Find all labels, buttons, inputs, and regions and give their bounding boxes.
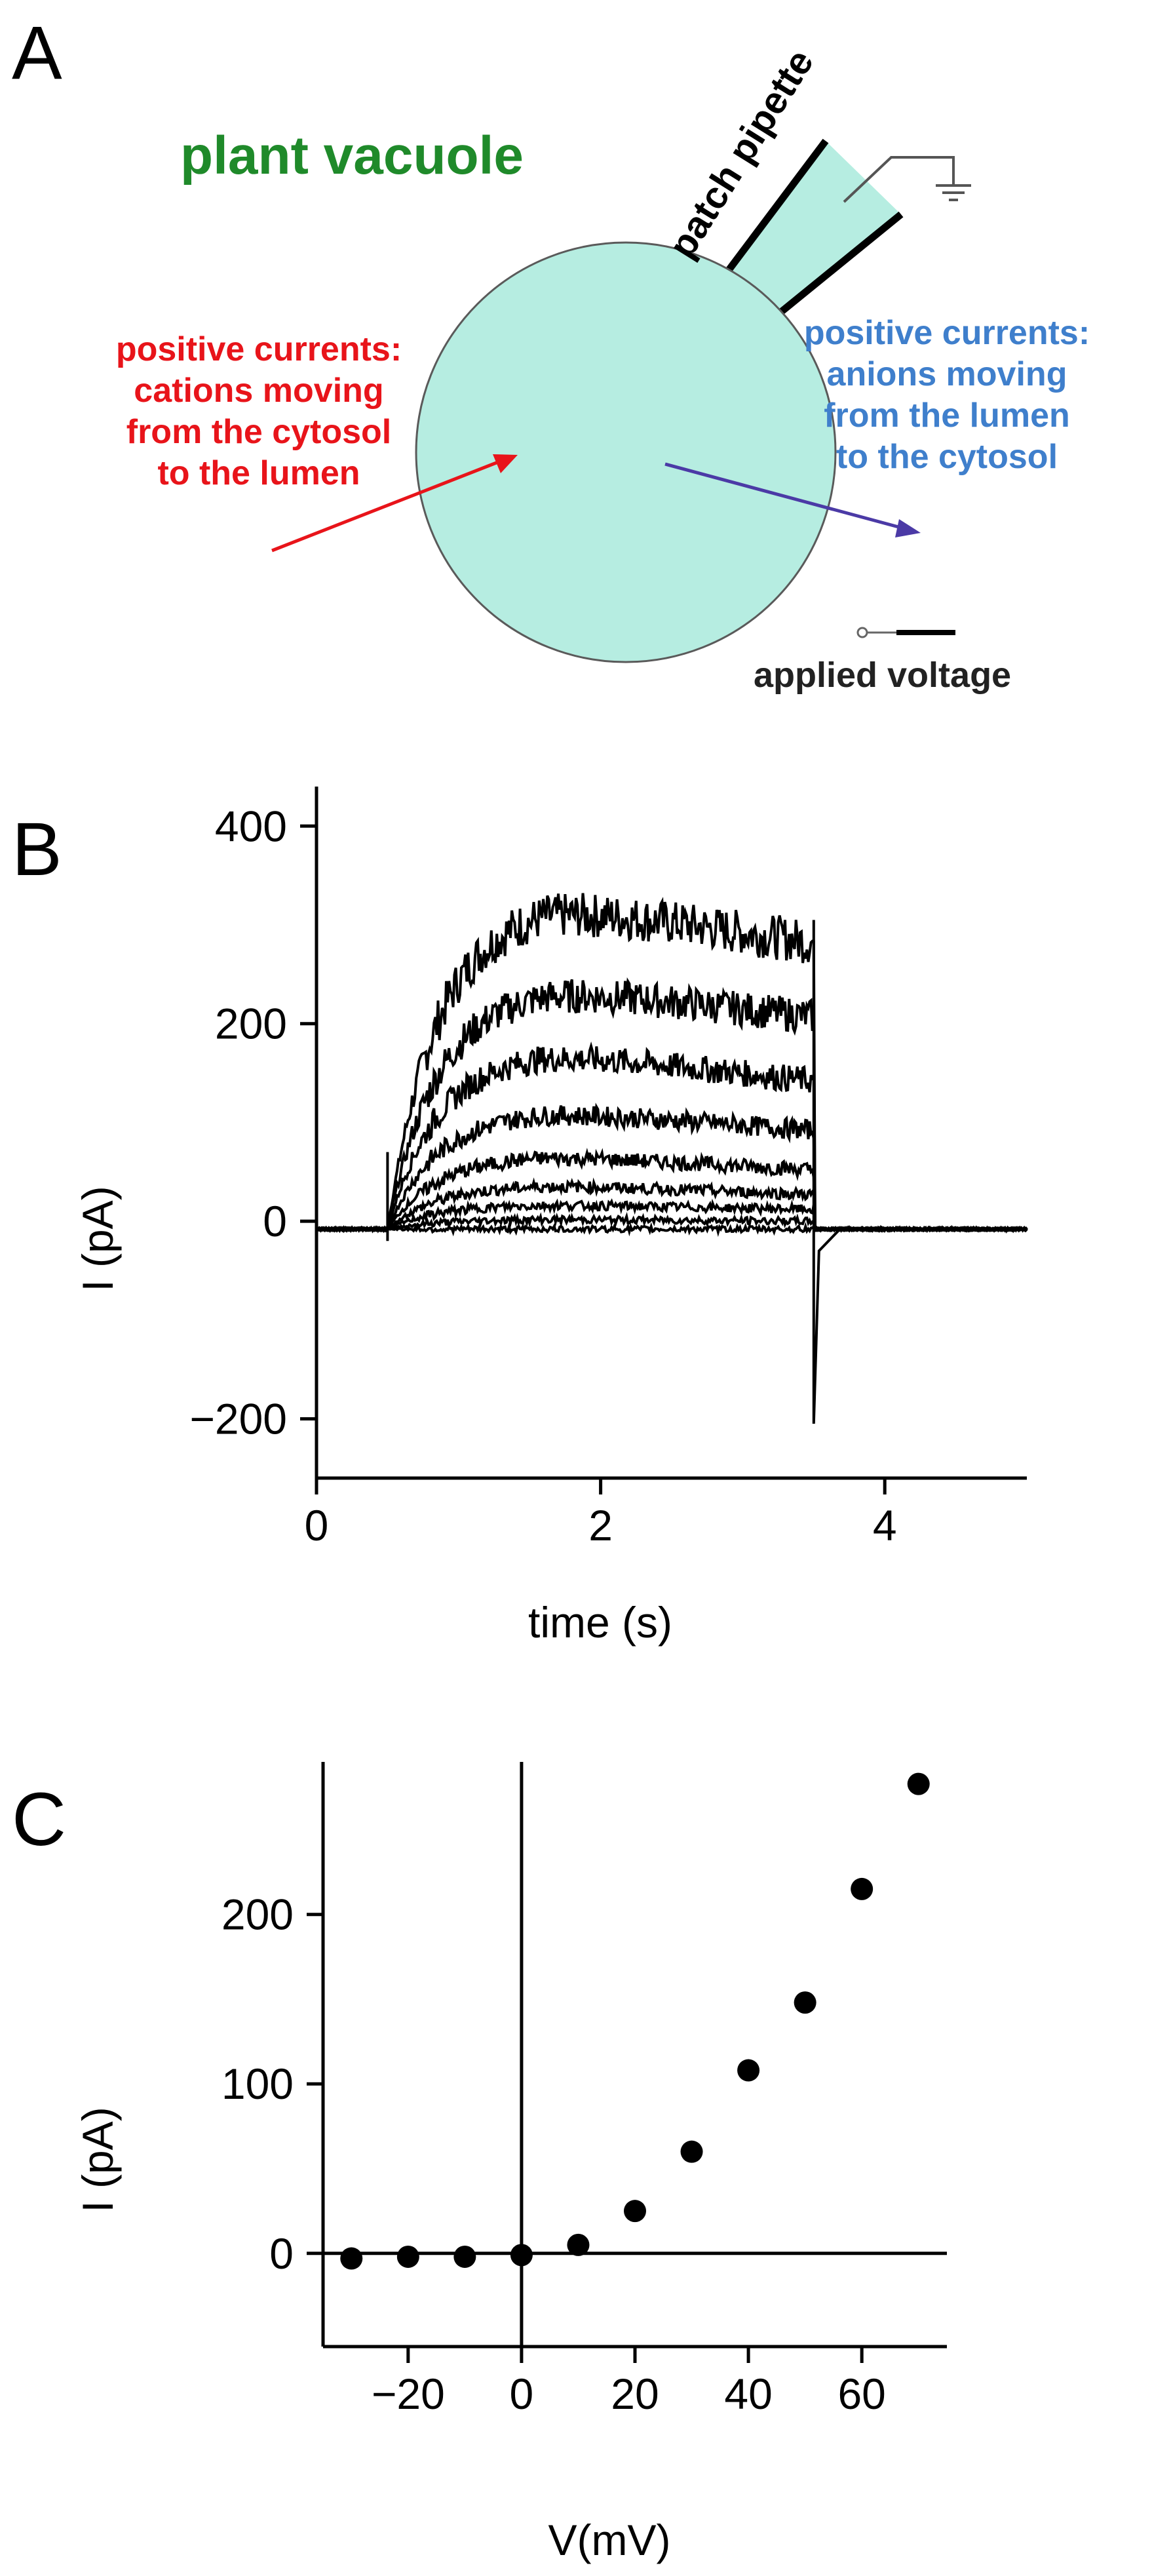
left-text-line-1: positive currents: bbox=[116, 330, 402, 368]
vacuole-circle bbox=[415, 241, 837, 663]
right-text-line-2: anions moving bbox=[827, 355, 1067, 393]
x-tick-label: 2 bbox=[588, 1501, 613, 1550]
x-tick-label: 4 bbox=[873, 1501, 897, 1550]
x-tick-label: 60 bbox=[837, 2370, 885, 2418]
panel-b: B −200 0 200 400 0 2 4 I (pA) time (s) bbox=[12, 787, 1028, 1647]
x-tick-label: 40 bbox=[724, 2370, 772, 2418]
panel-c-xlabel: V(mV) bbox=[548, 2516, 671, 2564]
offset-transient bbox=[812, 920, 841, 1424]
panel-c: C 0 100 200 −20 0 20 40 60 I (pA) V(mV) bbox=[12, 1762, 947, 2564]
panel-c-ylabel: I (pA) bbox=[73, 2107, 122, 2212]
x-tick-label: 0 bbox=[510, 2370, 534, 2418]
red-arrow bbox=[271, 454, 518, 553]
voltage-label: applied voltage bbox=[754, 655, 1011, 695]
data-point bbox=[567, 2233, 590, 2256]
left-text-line-4: to the lumen bbox=[157, 454, 360, 492]
left-text-line-2: cations moving bbox=[134, 372, 383, 410]
y-tick-label: 100 bbox=[221, 2059, 294, 2108]
panel-b-xlabel: time (s) bbox=[528, 1598, 672, 1647]
left-text-line-3: from the cytosol bbox=[126, 413, 392, 451]
chart-b: −200 0 200 400 0 2 4 bbox=[189, 787, 1028, 1550]
data-point bbox=[851, 1877, 873, 1900]
panel-a-title: plant vacuole bbox=[180, 126, 524, 185]
data-point bbox=[624, 2200, 646, 2223]
data-point bbox=[737, 2059, 760, 2082]
purple-arrow bbox=[664, 462, 921, 537]
data-point bbox=[907, 1772, 930, 1795]
chart-c: 0 100 200 −20 0 20 40 60 bbox=[221, 1762, 947, 2418]
ground-icon bbox=[936, 184, 971, 201]
data-point bbox=[794, 1991, 816, 2014]
right-text-line-4: to the cytosol bbox=[836, 438, 1058, 476]
voltage-symbol bbox=[856, 627, 955, 638]
right-text-line-1: positive currents: bbox=[804, 314, 1090, 352]
data-point bbox=[453, 2245, 476, 2268]
panel-b-letter: B bbox=[12, 808, 62, 891]
y-tick-label: 200 bbox=[215, 1000, 287, 1048]
y-tick-label: −200 bbox=[189, 1395, 287, 1443]
data-point bbox=[396, 2245, 419, 2268]
y-tick-label: 400 bbox=[215, 802, 287, 850]
y-tick-label: 0 bbox=[269, 2229, 294, 2278]
x-tick-label: 0 bbox=[305, 1501, 329, 1550]
y-tick-label: 0 bbox=[263, 1197, 287, 1245]
data-point bbox=[510, 2244, 533, 2267]
x-tick-label: 20 bbox=[611, 2370, 659, 2418]
panel-a: A plant vacuole patch pipette positive c… bbox=[12, 11, 1090, 695]
panel-c-letter: C bbox=[12, 1778, 66, 1862]
x-tick-label: −20 bbox=[372, 2370, 445, 2418]
current-trace bbox=[317, 1221, 1028, 1238]
right-text-line-3: from the lumen bbox=[824, 397, 1070, 435]
y-tick-label: 200 bbox=[221, 1890, 294, 1939]
data-point bbox=[340, 2247, 363, 2270]
electrode-wire bbox=[843, 156, 955, 203]
data-point bbox=[680, 2140, 703, 2163]
panel-a-letter: A bbox=[12, 11, 62, 95]
panel-b-ylabel: I (pA) bbox=[73, 1186, 122, 1291]
